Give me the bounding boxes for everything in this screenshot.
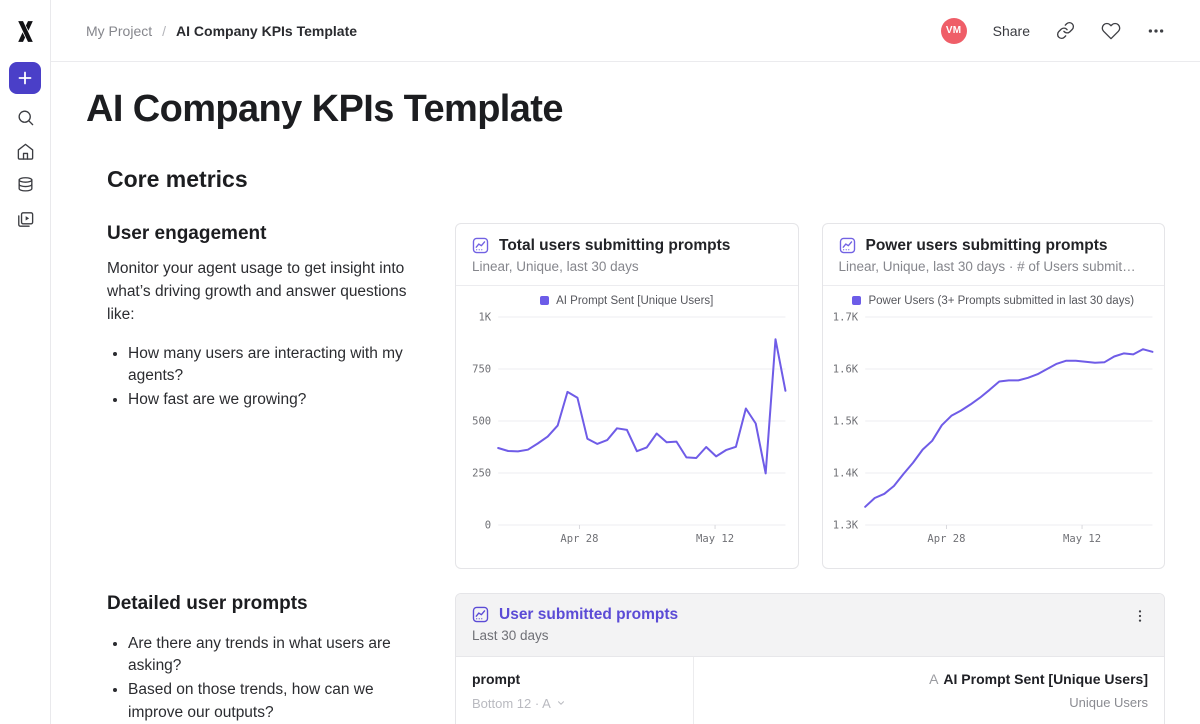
new-project-button[interactable] xyxy=(9,62,41,94)
user-engagement-bullets: How many users are interacting with my a… xyxy=(107,343,407,412)
hex-logo-icon xyxy=(17,20,33,42)
search-icon xyxy=(17,109,33,125)
copy-link-button[interactable] xyxy=(1056,21,1075,40)
chart-card-title: Power users submitting prompts xyxy=(865,236,1108,254)
collection-play-icon xyxy=(17,211,33,227)
hex-logo[interactable] xyxy=(13,16,38,46)
legend-swatch xyxy=(540,296,550,306)
sidebar-nav xyxy=(7,100,43,236)
legend-label: Power Users (3+ Prompts submitted in las… xyxy=(868,294,1135,307)
bullet-item: Based on those trends, how can we improv… xyxy=(128,679,407,724)
topbar: My Project / AI Company KPIs Template VM… xyxy=(51,0,1200,62)
database-icon xyxy=(17,176,33,192)
detailed-prompts-text: Detailed user prompts Are there any tren… xyxy=(86,593,455,724)
main-column: My Project / AI Company KPIs Template VM… xyxy=(51,0,1200,724)
chart-card-title: Total users submitting prompts xyxy=(499,236,731,254)
power-users-line-chart[interactable]: 1.3K 1.4K 1.5K 1.6K 1.7K Apr 28 May 12 xyxy=(823,307,1165,555)
total-users-chart-card: Total users submitting prompts Linear, U… xyxy=(455,222,799,569)
line-chart-icon xyxy=(839,237,855,254)
charts-row: Total users submitting prompts Linear, U… xyxy=(455,222,1165,569)
bullet-item: Are there any trends in what users are a… xyxy=(128,633,407,679)
table-card-title: User submitted prompts xyxy=(499,605,679,623)
legend-swatch xyxy=(852,296,862,306)
chart-card-subtitle: Linear, Unique, last 30 days xyxy=(472,258,639,274)
core-metrics-heading: Core metrics xyxy=(107,165,248,192)
kebab-icon xyxy=(1138,609,1142,622)
table-card-subtitle: Last 30 days xyxy=(472,627,549,643)
share-button[interactable]: Share xyxy=(992,22,1030,39)
home-button[interactable] xyxy=(7,134,43,168)
card-menu-button[interactable] xyxy=(1132,608,1148,624)
svg-text:1K: 1K xyxy=(478,311,491,323)
data-sources-button[interactable] xyxy=(7,168,43,202)
total-users-line-chart[interactable]: 0 250 500 750 1K Apr 28 May 12 xyxy=(456,307,798,555)
bullet-item: How fast are we growing? xyxy=(128,389,407,412)
line-chart-icon xyxy=(472,606,489,623)
prompt-filter-label: Bottom 12 · A xyxy=(472,695,551,711)
chart-legend: Power Users (3+ Prompts submitted in las… xyxy=(823,295,1165,307)
line-chart-icon xyxy=(472,237,489,254)
value-column-label: AI Prompt Sent [Unique Users] xyxy=(943,670,1148,687)
svg-text:500: 500 xyxy=(472,415,491,427)
user-submitted-prompts-card: User submitted prompts Last 30 days prom… xyxy=(455,592,1165,724)
chevron-down-icon xyxy=(557,701,564,705)
topbar-actions: VM Share xyxy=(940,17,1165,44)
detailed-prompts-row: Detailed user prompts Are there any tren… xyxy=(86,592,1165,724)
svg-text:1.6K: 1.6K xyxy=(832,363,858,375)
sidebar xyxy=(0,0,51,724)
user-engagement-paragraph: Monitor your agent usage to get insight … xyxy=(107,259,407,323)
breadcrumb-current: AI Company KPIs Template xyxy=(176,22,358,39)
core-metrics-row: User engagement Monitor your agent usage… xyxy=(86,222,1165,569)
detailed-prompts-heading: Detailed user prompts xyxy=(107,592,308,614)
detailed-prompts-bullets: Are there any trends in what users are a… xyxy=(107,633,407,724)
table-body: prompt Bottom 12 · A A AI Prompt Sent [Un… xyxy=(456,656,1164,724)
value-column-sublabel: Unique Users xyxy=(1069,694,1148,710)
breadcrumb-separator: / xyxy=(162,22,167,39)
column-type-badge: A xyxy=(929,670,939,687)
legend-label: AI Prompt Sent [Unique Users] xyxy=(556,294,714,307)
svg-text:Apr 28: Apr 28 xyxy=(927,533,965,545)
more-options-button[interactable] xyxy=(1147,22,1165,40)
heart-icon xyxy=(1101,22,1121,39)
svg-text:May 12: May 12 xyxy=(1063,533,1101,545)
power-users-chart-card: Power users submitting prompts Linear, U… xyxy=(821,222,1165,569)
svg-text:1.4K: 1.4K xyxy=(832,467,858,479)
svg-text:1.7K: 1.7K xyxy=(832,311,858,323)
prompt-filter-dropdown[interactable]: Bottom 12 · A xyxy=(472,696,677,711)
svg-text:1.3K: 1.3K xyxy=(832,519,858,531)
card-header: Total users submitting prompts Linear, U… xyxy=(456,224,798,286)
prompt-column-header: prompt Bottom 12 · A xyxy=(456,656,694,724)
link-icon xyxy=(1056,21,1075,40)
card-header: Power users submitting prompts Linear, U… xyxy=(822,224,1164,286)
svg-text:250: 250 xyxy=(472,467,491,479)
apps-button[interactable] xyxy=(7,202,43,236)
table-card-header: User submitted prompts Last 30 days xyxy=(456,593,1164,657)
svg-text:1.5K: 1.5K xyxy=(832,415,858,427)
search-button[interactable] xyxy=(7,100,43,134)
svg-text:0: 0 xyxy=(485,519,491,531)
avatar[interactable]: VM xyxy=(940,17,967,44)
favorite-button[interactable] xyxy=(1101,21,1121,41)
home-icon xyxy=(17,143,33,160)
page-title: AI Company KPIs Template xyxy=(86,88,564,130)
user-engagement-text: User engagement Monitor your agent usage… xyxy=(86,223,455,569)
svg-text:May 12: May 12 xyxy=(696,533,734,545)
chart-legend: AI Prompt Sent [Unique Users] xyxy=(456,295,798,307)
bullet-item: How many users are interacting with my a… xyxy=(128,343,407,389)
ellipsis-icon xyxy=(1148,28,1164,33)
chart-card-subtitle: Linear, Unique, last 30 days · # of User… xyxy=(838,258,1136,274)
app-content: AI Company KPIs Template Core metrics Us… xyxy=(51,62,1200,724)
breadcrumb-project-link[interactable]: My Project xyxy=(86,22,153,39)
plus-icon xyxy=(18,71,32,85)
prompt-column-label: prompt xyxy=(472,670,521,687)
svg-text:Apr 28: Apr 28 xyxy=(560,533,598,545)
user-engagement-heading: User engagement xyxy=(107,222,267,244)
svg-text:750: 750 xyxy=(472,363,491,375)
value-column-header: A AI Prompt Sent [Unique Users] Unique Us… xyxy=(694,657,1164,724)
